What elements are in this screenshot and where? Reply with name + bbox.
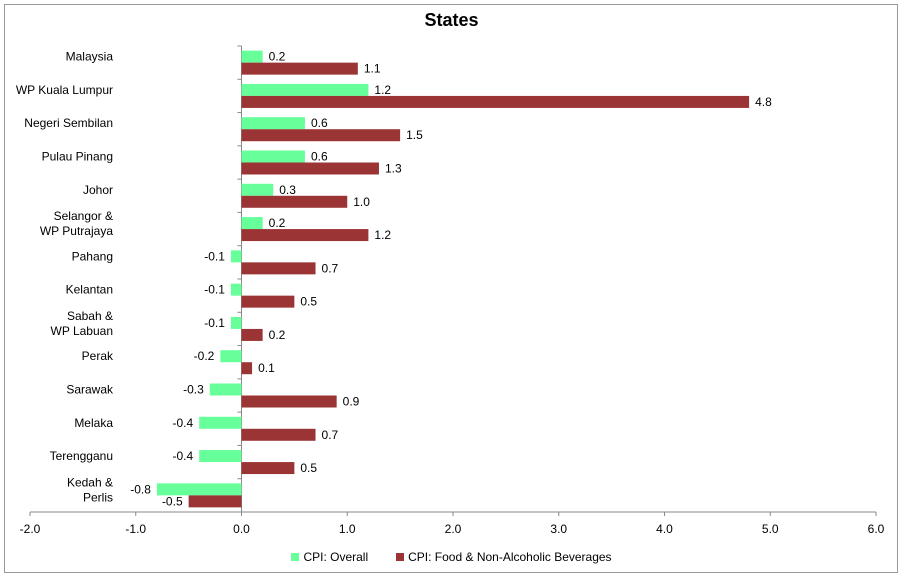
category-label: Melaka: [74, 416, 113, 430]
category-label: Negeri Sembilan: [24, 116, 113, 130]
data-label-overall: -0.8: [130, 482, 151, 496]
bar-overall: [241, 183, 274, 196]
bar-overall: [230, 283, 242, 296]
legend-item-overall: CPI: Overall: [291, 550, 368, 564]
chart-title: States: [424, 10, 479, 30]
data-label-overall: 1.2: [374, 83, 391, 97]
data-label-overall: -0.3: [183, 383, 204, 397]
bar-food: [241, 262, 316, 275]
legend-label-food: CPI: Food & Non-Alcoholic Beverages: [408, 550, 612, 564]
bar-overall: [199, 416, 242, 429]
x-tick-label: 4.0: [656, 522, 673, 536]
bar-overall: [241, 50, 263, 63]
legend-swatch-food: [396, 553, 405, 561]
data-label-food: 0.7: [322, 261, 339, 275]
category-label: Kelantan: [66, 283, 113, 297]
bar-overall: [241, 150, 305, 163]
bar-food: [241, 95, 750, 108]
data-label-overall: -0.4: [173, 449, 194, 463]
bar-food: [241, 162, 379, 175]
bar-overall: [156, 483, 242, 496]
category-label: Selangor & WP Putrajaya: [40, 209, 113, 238]
x-tick-label: 2.0: [445, 522, 462, 536]
category-label: Sarawak: [66, 383, 114, 397]
bar-food: [241, 229, 369, 242]
legend-swatch-overall: [291, 553, 300, 561]
data-label-overall: -0.1: [204, 283, 225, 297]
category-label: Pulau Pinang: [42, 150, 113, 164]
x-tick-label: -2.0: [20, 522, 41, 536]
category-label: Pahang: [72, 249, 113, 263]
x-tick-label: 0.0: [233, 522, 250, 536]
data-label-overall: -0.1: [204, 249, 225, 263]
data-label-overall: -0.2: [194, 349, 215, 363]
x-tick-label: -1.0: [125, 522, 146, 536]
legend-label-overall: CPI: Overall: [303, 550, 369, 564]
bar-food: [241, 395, 337, 408]
data-label-food: 0.9: [343, 395, 360, 409]
x-tick-label: 1.0: [339, 522, 356, 536]
data-label-overall: 0.6: [311, 150, 328, 164]
category-label: Johor: [83, 183, 113, 197]
bar-food: [241, 328, 263, 341]
legend-item-food: CPI: Food & Non-Alcoholic Beverages: [396, 550, 612, 564]
x-tick-label: 5.0: [762, 522, 779, 536]
data-label-food: 1.2: [374, 228, 391, 242]
category-label: WP Kuala Lumpur: [16, 83, 113, 97]
bar-overall: [220, 350, 242, 363]
bar-food: [241, 462, 295, 475]
category-label: Malaysia: [66, 50, 114, 64]
data-label-overall: -0.1: [204, 316, 225, 330]
category-label: Sabah & WP Labuan: [51, 309, 114, 338]
bar-food: [241, 195, 348, 208]
data-label-food: 4.8: [755, 95, 772, 109]
bar-overall: [241, 217, 263, 230]
data-label-food: 0.1: [258, 361, 275, 375]
bar-overall: [241, 83, 369, 96]
bar-food: [241, 129, 401, 142]
data-label-food: 0.2: [269, 328, 286, 342]
data-label-overall: -0.4: [173, 416, 194, 430]
bar-food: [188, 495, 242, 508]
data-label-food: 0.7: [322, 428, 339, 442]
data-label-food: 0.5: [300, 461, 317, 475]
bar-food: [241, 295, 295, 308]
bar-overall: [230, 316, 242, 329]
category-label: Kedah & Perlis: [67, 475, 113, 504]
bar-food: [241, 362, 253, 375]
bar-overall: [199, 450, 242, 463]
data-label-food: -0.5: [162, 494, 183, 508]
category-label: Terengganu: [50, 449, 113, 463]
bar-overall: [209, 383, 242, 396]
bar-overall: [241, 117, 305, 130]
x-tick-label: 6.0: [868, 522, 885, 536]
bar-overall: [230, 250, 242, 263]
data-label-food: 1.0: [353, 195, 370, 209]
bar-food: [241, 428, 316, 441]
data-label-overall: 0.2: [269, 50, 286, 64]
data-label-food: 1.3: [385, 162, 402, 176]
data-label-overall: 0.2: [269, 216, 286, 230]
data-label-food: 1.5: [406, 128, 423, 142]
data-label-food: 0.5: [300, 295, 317, 309]
bar-food: [241, 62, 358, 75]
x-tick-label: 3.0: [550, 522, 567, 536]
data-label-food: 1.1: [364, 62, 381, 76]
data-label-overall: 0.3: [279, 183, 296, 197]
data-label-overall: 0.6: [311, 116, 328, 130]
legend: CPI: Overall CPI: Food & Non-Alcoholic B…: [0, 550, 903, 564]
category-label: Perak: [82, 349, 114, 363]
